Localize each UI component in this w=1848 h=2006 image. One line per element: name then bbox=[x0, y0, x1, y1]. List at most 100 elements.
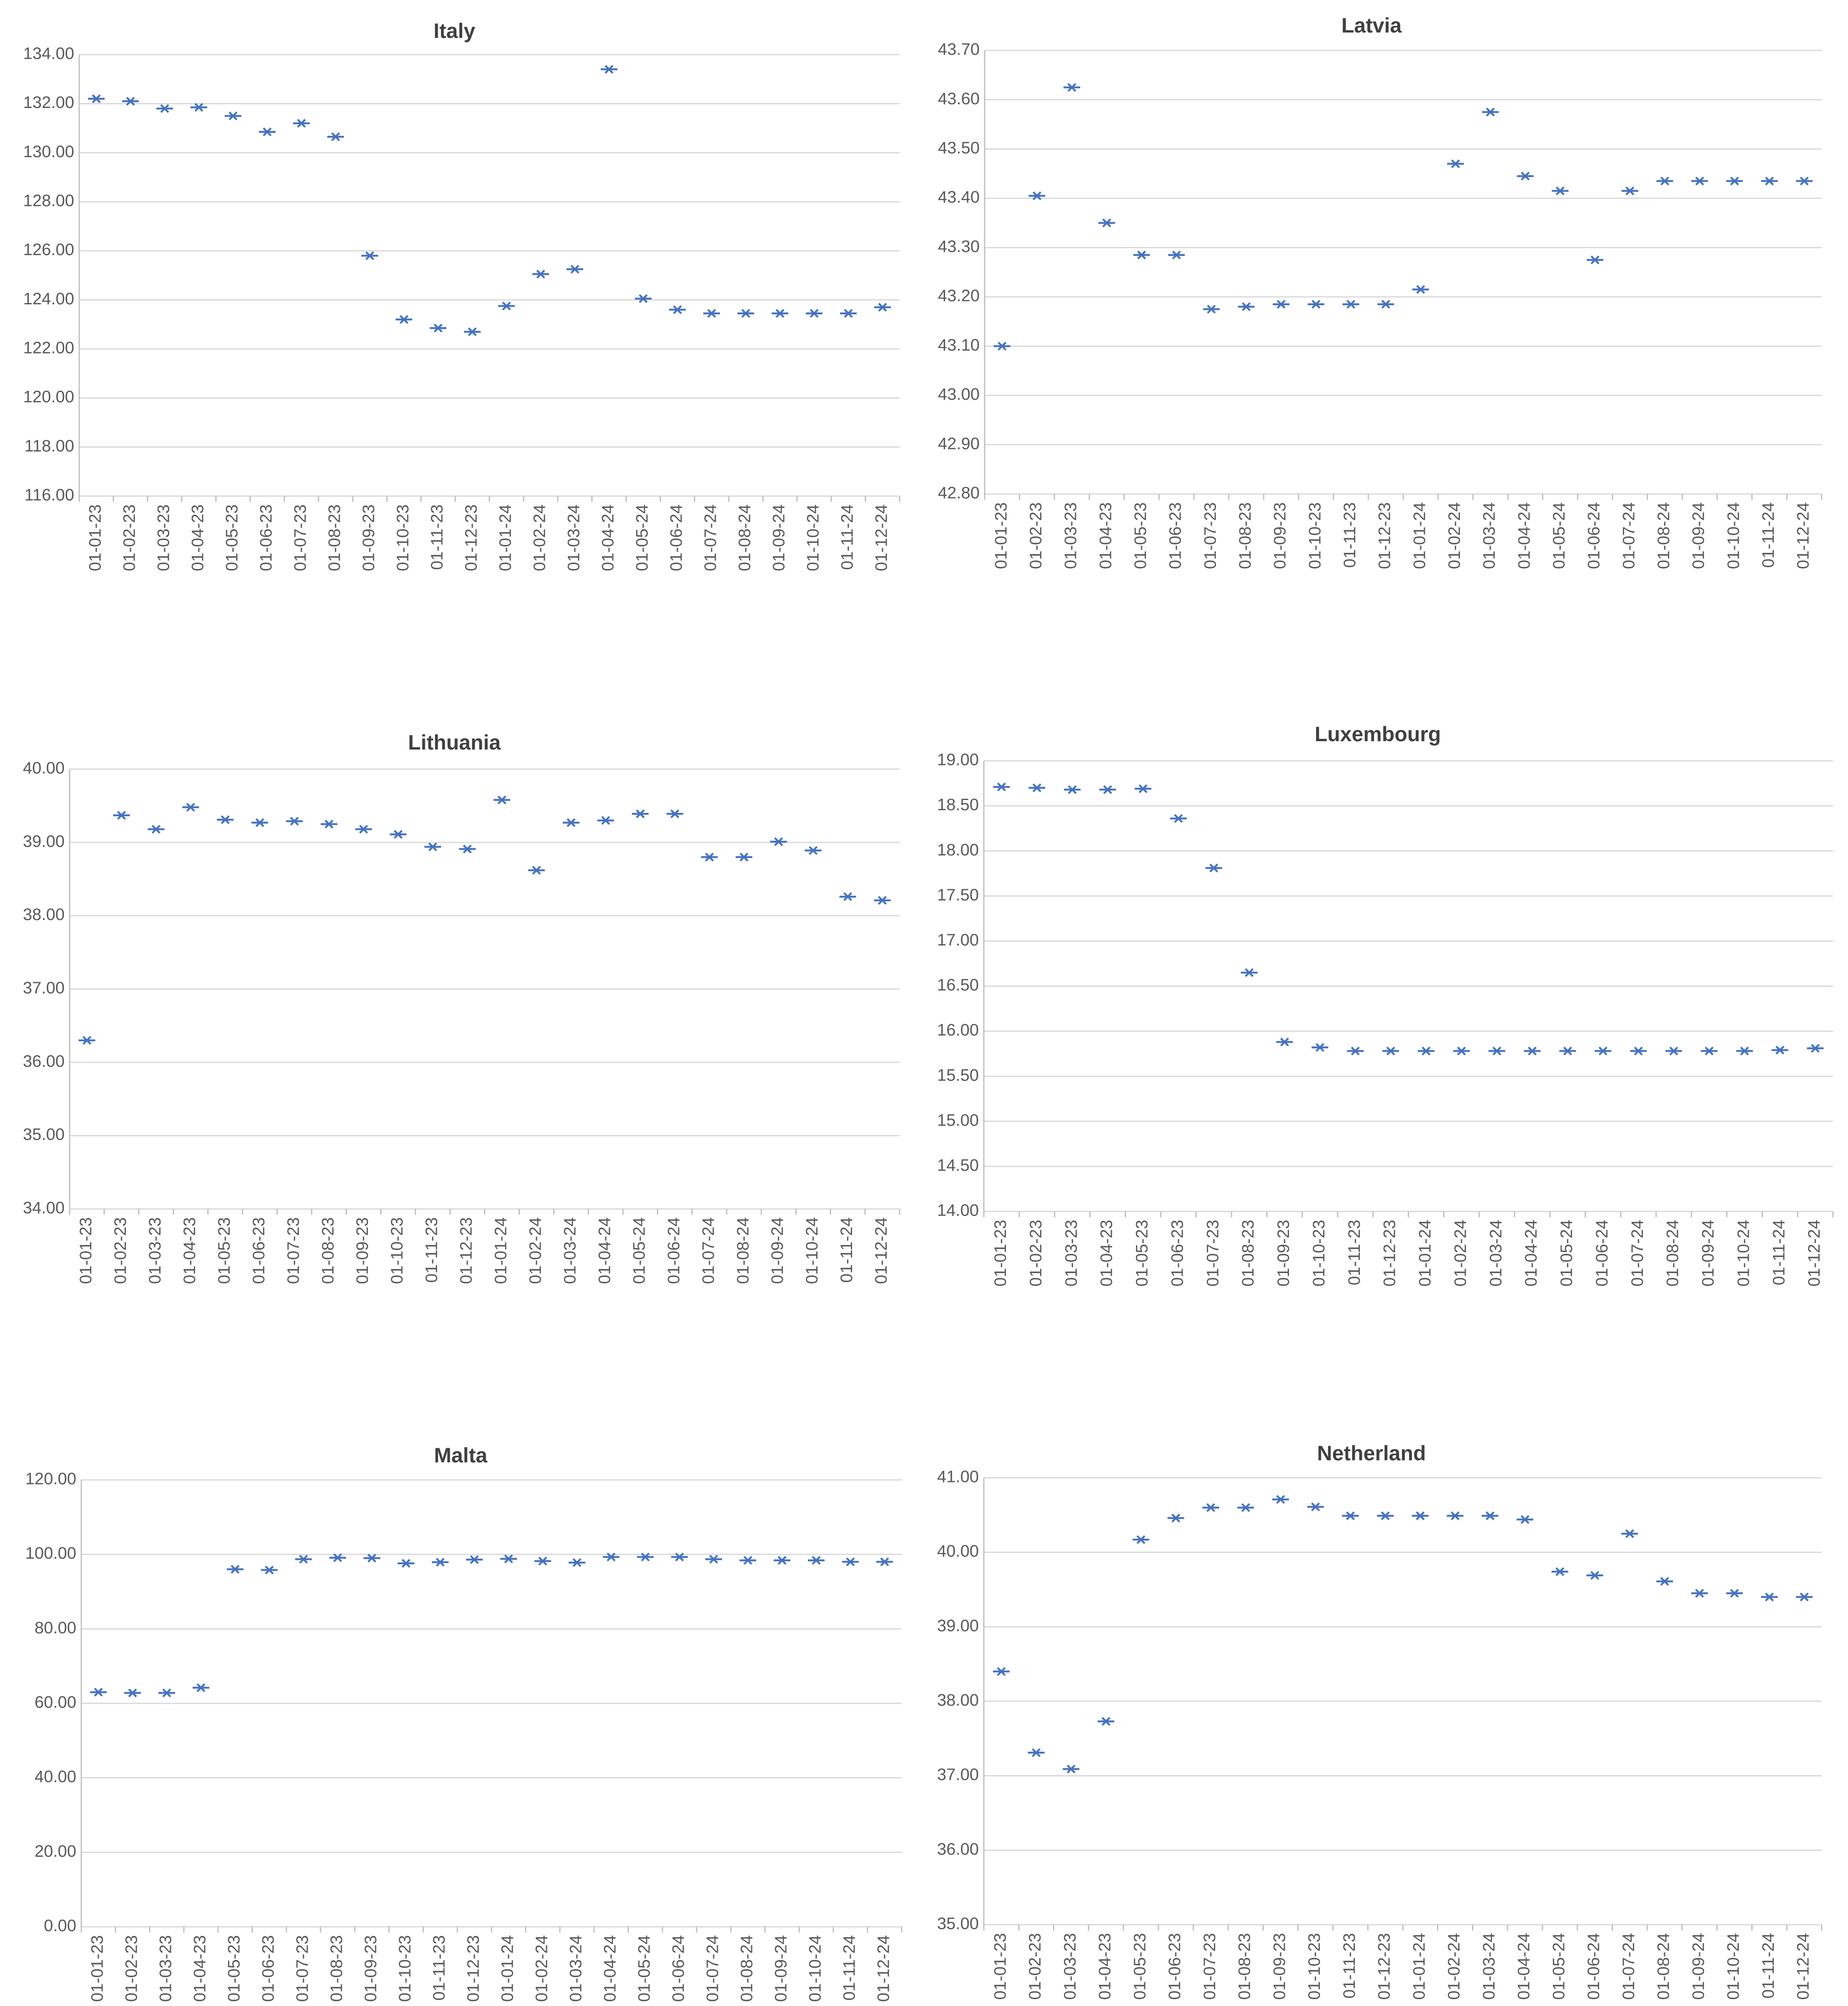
x-tick-label: 01-09-24 bbox=[1689, 1933, 1708, 2000]
x-tick-label: 01-02-23 bbox=[111, 1217, 130, 1284]
data-point bbox=[1726, 176, 1743, 186]
x-tick-label: 01-10-24 bbox=[1724, 1933, 1743, 2000]
y-tick-label: 124.00 bbox=[23, 290, 74, 308]
data-point bbox=[1417, 1046, 1434, 1056]
data-point bbox=[390, 830, 407, 839]
data-point bbox=[361, 251, 378, 261]
data-point bbox=[398, 1559, 414, 1568]
x-tick-label: 01-11-23 bbox=[1341, 502, 1359, 568]
y-tick-label: 19.00 bbox=[937, 751, 979, 769]
data-point bbox=[666, 809, 683, 818]
y-tick-label: 80.00 bbox=[35, 1619, 76, 1637]
x-tick-label: 01-05-24 bbox=[1550, 502, 1568, 569]
x-tick-label: 01-12-23 bbox=[462, 504, 481, 571]
y-tick-label: 43.20 bbox=[938, 287, 980, 305]
data-point bbox=[770, 837, 787, 846]
data-point bbox=[1168, 251, 1185, 260]
x-tick-label: 01-08-24 bbox=[734, 1217, 752, 1284]
x-tick-label: 01-10-24 bbox=[1734, 1220, 1753, 1286]
x-tick-label: 01-03-23 bbox=[1062, 502, 1080, 569]
y-tick-label: 38.00 bbox=[23, 905, 65, 924]
x-tick-label: 01-07-24 bbox=[1620, 502, 1638, 569]
data-point bbox=[396, 315, 412, 324]
x-tick-label: 01-02-24 bbox=[527, 1217, 545, 1284]
x-tick-label: 01-05-23 bbox=[1131, 1933, 1149, 2000]
x-tick-label: 01-11-24 bbox=[1759, 1933, 1778, 1998]
data-point bbox=[1656, 1577, 1673, 1586]
data-point bbox=[567, 265, 583, 274]
x-tick-label: 01-10-23 bbox=[1310, 1220, 1328, 1286]
data-point bbox=[1524, 1046, 1541, 1056]
x-tick-label: 01-06-23 bbox=[250, 1217, 268, 1284]
x-tick-label: 01-04-24 bbox=[595, 1217, 614, 1284]
data-point bbox=[295, 1555, 312, 1564]
y-tick-label: 116.00 bbox=[25, 486, 74, 504]
y-tick-label: 120.00 bbox=[23, 388, 74, 406]
x-tick-label: 01-01-23 bbox=[992, 502, 1010, 569]
data-point bbox=[534, 1557, 551, 1566]
chart-title: Italy bbox=[434, 19, 475, 43]
data-point bbox=[1630, 1046, 1647, 1056]
x-tick-label: 01-09-24 bbox=[768, 1217, 787, 1284]
x-tick-label: 01-07-23 bbox=[1201, 1933, 1219, 2000]
chart-title: Malta bbox=[434, 1444, 488, 1467]
x-tick-label: 01-12-23 bbox=[464, 1935, 483, 2002]
data-point bbox=[329, 1553, 346, 1562]
x-tick-label: 01-02-24 bbox=[533, 1935, 551, 2002]
data-point bbox=[1771, 1046, 1788, 1055]
x-tick-label: 01-08-24 bbox=[736, 504, 754, 571]
data-point bbox=[1132, 1535, 1149, 1544]
y-tick-label: 120.00 bbox=[25, 1470, 76, 1488]
data-point bbox=[735, 853, 752, 862]
data-point bbox=[740, 1556, 756, 1565]
x-tick-label: 01-08-24 bbox=[1655, 502, 1673, 569]
data-point bbox=[156, 104, 173, 113]
data-point bbox=[671, 1552, 688, 1562]
x-tick-label: 01-10-24 bbox=[806, 1935, 825, 2002]
data-point bbox=[1587, 255, 1604, 265]
chart-panel-netherland: Netherland 35.00 36.00 37.00 38.00 39.00 40.00… bbox=[937, 1442, 1823, 2000]
data-point bbox=[806, 309, 822, 318]
x-tick-label: 01-06-24 bbox=[669, 1935, 688, 2002]
data-point bbox=[1134, 784, 1151, 793]
x-tick-label: 01-07-24 bbox=[1620, 1933, 1638, 2000]
y-tick-label: 43.10 bbox=[938, 336, 980, 354]
data-point bbox=[1170, 814, 1187, 823]
data-point bbox=[1063, 1764, 1080, 1774]
data-point bbox=[1453, 1046, 1470, 1056]
data-point bbox=[1517, 1515, 1534, 1524]
data-point bbox=[1203, 305, 1220, 314]
x-tick-label: 01-05-24 bbox=[1557, 1220, 1576, 1286]
data-point bbox=[1517, 171, 1534, 181]
x-tick-label: 01-12-24 bbox=[1794, 1933, 1813, 2000]
data-point bbox=[1202, 1503, 1219, 1512]
data-point bbox=[1559, 1046, 1576, 1056]
chart-panel-malta: Malta 0.00 20.00 40.00 60.00 80.00 100.00 120.0… bbox=[25, 1444, 903, 2002]
x-tick-label: 01-05-23 bbox=[223, 504, 241, 571]
chart-title: Latvia bbox=[1341, 14, 1402, 37]
y-tick-label: 132.00 bbox=[23, 93, 74, 112]
data-point bbox=[327, 132, 344, 141]
data-point bbox=[1272, 1495, 1289, 1504]
chart-title: Lithuania bbox=[408, 731, 501, 754]
x-tick-label: 01-06-23 bbox=[1166, 502, 1185, 569]
data-point bbox=[122, 97, 139, 106]
data-point bbox=[993, 782, 1010, 792]
x-tick-label: 01-04-23 bbox=[1096, 1933, 1114, 2000]
data-point bbox=[124, 1688, 141, 1698]
data-point bbox=[1028, 783, 1046, 792]
x-tick-label: 01-04-24 bbox=[1522, 1220, 1540, 1286]
data-point bbox=[1482, 108, 1499, 117]
x-tick-label: 01-01-23 bbox=[77, 1217, 95, 1284]
data-point bbox=[464, 327, 481, 336]
x-tick-label: 01-03-23 bbox=[146, 1217, 164, 1284]
x-tick-label: 01-04-23 bbox=[1098, 1220, 1116, 1286]
x-tick-label: 01-03-24 bbox=[561, 1217, 579, 1284]
data-point bbox=[1488, 1046, 1505, 1056]
y-tick-label: 35.00 bbox=[937, 1915, 979, 1933]
data-point bbox=[1447, 1511, 1464, 1520]
y-tick-label: 130.00 bbox=[23, 143, 74, 161]
x-tick-label: 01-09-23 bbox=[1270, 1933, 1289, 2000]
x-tick-label: 01-10-23 bbox=[388, 1217, 406, 1284]
